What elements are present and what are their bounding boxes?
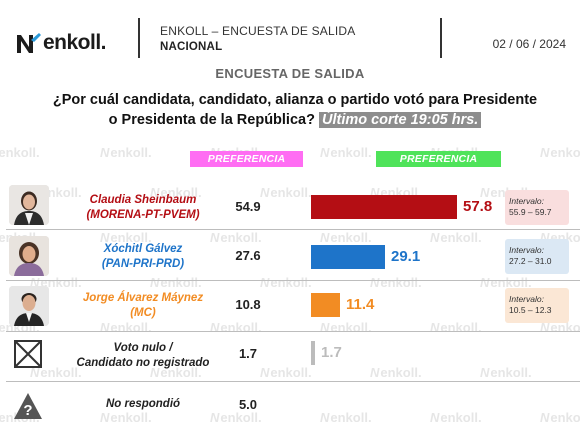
bruta-value-maynez: 10.8 [235,297,261,312]
watermark-logo: enkoll. [320,230,371,245]
row-divider [6,229,580,230]
question-highlight: Último corte 19:05 hrs. [318,112,482,128]
survey-title: ENCUESTA DE SALIDA [215,66,365,81]
candidate-photo-galvez [9,236,49,276]
candidate-name: Voto nulo / [113,342,173,354]
crossed-ballot-icon [13,339,43,369]
candidate-name: No respondió [105,398,181,410]
watermark-logo: enkoll. [540,145,580,160]
watermark-logo: enkoll. [540,410,580,425]
interval-range: 27.2 – 31.0 [509,256,552,266]
watermark-logo: enkoll. [320,320,371,335]
bar-efectiva-galvez [311,245,385,269]
header: enkoll. ENKOLL – ENCUESTA DE SALIDA NACI… [0,0,580,64]
header-subtitle: NACIONAL [160,41,223,53]
candidate-name: Xóchitl Gálvez [103,243,183,255]
candidate-party: (MORENA-PT-PVEM) [86,209,200,221]
efectiva-value-sheinbaum: 57.8 [463,198,493,215]
watermark-logo: enkoll. [370,365,421,380]
question-text: ¿Por cuál candidata, candidato, alianza … [52,92,538,128]
interval-range: 55.9 – 59.7 [509,207,552,217]
interval-label: Intervalo: [509,196,544,206]
watermark-logo: enkoll. [480,365,531,380]
question: ¿Por cuál candidata, candidato, alianza … [50,90,540,130]
candidate-name-galvez: Xóchitl Gálvez (PAN-PRI-PRD) [63,242,223,272]
candidate-party: (PAN-PRI-PRD) [101,258,185,270]
row-divider [6,381,580,382]
watermark-logo: enkoll. [260,275,311,290]
candidate-photo-sheinbaum [9,185,49,225]
logo-text: enkoll. [43,31,107,54]
row-divider [6,331,580,332]
header-divider-left [138,18,140,58]
enkoll-logo-mark-icon [14,31,42,55]
watermark-logo: enkoll. [430,230,481,245]
bar-efectiva-nulo [311,341,315,365]
header-title: ENKOLL – ENCUESTA DE SALIDA [160,24,356,38]
row-divider [6,280,580,281]
candidate-name-sheinbaum: Claudia Sheinbaum (MORENA-PT-PVEM) [63,193,223,223]
watermark-logo: enkoll. [100,320,151,335]
watermark-logo: enkoll. [100,410,151,425]
interval-label: Intervalo: [509,294,544,304]
candidate-name: Jorge Álvarez Máynez [82,292,204,304]
column-header-efectiva: PREFERENCIA EFECTIVA [376,151,501,181]
bruta-value-nulo: 1.7 [238,346,258,361]
bar-efectiva-maynez [311,293,340,317]
efectiva-value-galvez: 29.1 [391,248,421,265]
interval-box-sheinbaum: Intervalo: 55.9 – 59.7 [505,190,569,225]
watermark-logo: enkoll. [0,145,40,160]
candidate-party: Candidato no registrado [76,357,210,369]
efectiva-value-nulo: 1.7 [321,344,342,361]
interval-range: 10.5 – 12.3 [509,305,552,315]
bruta-value-galvez: 27.6 [235,248,261,263]
column-header-bruta: PREFERENCIA BRUTA [190,151,303,181]
candidate-name-no-respondio: No respondió [63,397,223,412]
watermark-logo: enkoll. [320,145,371,160]
bruta-value-sheinbaum: 54.9 [235,199,261,214]
efectiva-value-maynez: 11.4 [346,296,375,313]
watermark-logo: enkoll. [260,185,311,200]
watermark-logo: enkoll. [430,410,481,425]
watermark-logo: enkoll. [100,145,151,160]
watermark-logo: enkoll. [210,320,261,335]
candidate-photo-maynez [9,286,49,326]
watermark-logo: enkoll. [150,275,201,290]
bruta-value-no-respondio: 5.0 [238,397,258,412]
interval-box-galvez: Intervalo: 27.2 – 31.0 [505,239,569,274]
enkoll-logo: enkoll. [14,28,107,58]
candidate-party: (MC) [130,307,156,319]
watermark-logo: enkoll. [260,365,311,380]
candidate-name: Claudia Sheinbaum [89,194,197,206]
watermark-logo: enkoll. [210,410,261,425]
watermark-logo: enkoll. [320,410,371,425]
interval-box-maynez: Intervalo: 10.5 – 12.3 [505,288,569,323]
watermark-logo: enkoll. [370,275,421,290]
watermark-logo: enkoll. [430,320,481,335]
svg-text:?: ? [23,402,32,419]
bar-efectiva-sheinbaum [311,195,457,219]
header-divider-right [440,18,442,58]
header-date: 02 / 06 / 2024 [492,37,566,51]
candidate-name-maynez: Jorge Álvarez Máynez (MC) [63,291,223,321]
candidate-name-nulo: Voto nulo / Candidato no registrado [63,341,223,371]
question-triangle-icon: ? [13,392,43,422]
interval-label: Intervalo: [509,245,544,255]
